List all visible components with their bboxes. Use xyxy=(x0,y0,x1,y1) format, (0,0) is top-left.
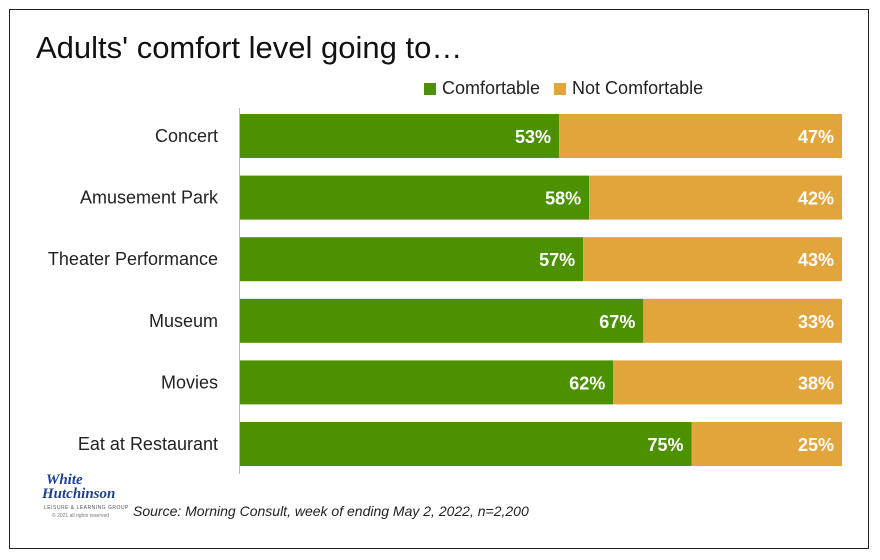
chart-legend: Comfortable Not Comfortable xyxy=(424,78,717,99)
bar-comfortable-amusement-park xyxy=(240,175,590,220)
category-label-theater-performance: Theater Performance xyxy=(48,249,218,269)
data-label-comfortable-amusement-park: 58% xyxy=(545,189,581,209)
data-label-comfortable-eat-at-restaurant: 75% xyxy=(647,435,683,455)
bar-not-comfortable-movies xyxy=(613,360,842,405)
bar-comfortable-theater-performance xyxy=(240,237,584,282)
data-label-not-comfortable-concert: 47% xyxy=(798,127,834,147)
category-label-museum: Museum xyxy=(149,311,218,331)
bar-not-comfortable-concert xyxy=(559,114,842,158)
data-label-not-comfortable-museum: 33% xyxy=(798,312,834,332)
category-label-amusement-park: Amusement Park xyxy=(80,188,219,208)
legend-item-comfortable: Comfortable xyxy=(424,78,540,99)
bar-not-comfortable-theater-performance xyxy=(583,237,842,282)
legend-item-not-comfortable: Not Comfortable xyxy=(554,78,703,99)
logo-text-line1: White xyxy=(46,472,83,488)
legend-swatch-not-comfortable xyxy=(554,82,567,95)
legend-swatch-comfortable xyxy=(424,82,436,95)
source-note: Source: Morning Consult, week of ending … xyxy=(133,503,529,519)
bar-not-comfortable-eat-at-restaurant xyxy=(691,422,842,466)
data-label-not-comfortable-amusement-park: 42% xyxy=(798,189,834,209)
category-label-movies: Movies xyxy=(161,372,218,392)
legend-label-not-comfortable: Not Comfortable xyxy=(572,78,704,98)
logo-tagline: LEISURE & LEARNING GROUP xyxy=(44,505,129,511)
bar-comfortable-movies xyxy=(240,360,614,405)
category-label-concert: Concert xyxy=(155,126,218,146)
chart-title: Adults' comfort level going to… xyxy=(36,30,463,65)
logo-text-line2: Hutchinson xyxy=(42,486,116,502)
data-label-comfortable-museum: 67% xyxy=(599,312,635,332)
bar-not-comfortable-amusement-park xyxy=(589,175,842,220)
data-label-comfortable-theater-performance: 57% xyxy=(539,250,575,270)
company-logo: White Hutchinson LEISURE & LEARNING GROU… xyxy=(40,472,128,522)
data-label-comfortable-movies: 62% xyxy=(569,373,605,393)
logo-copyright: © 2021 all rights reserved xyxy=(52,513,110,519)
category-label-eat-at-restaurant: Eat at Restaurant xyxy=(78,434,218,454)
data-label-not-comfortable-theater-performance: 43% xyxy=(798,250,834,270)
bar-comfortable-museum xyxy=(240,298,644,343)
bar-comfortable-eat-at-restaurant xyxy=(240,422,692,466)
legend-label-comfortable: Comfortable xyxy=(442,78,541,98)
data-label-not-comfortable-eat-at-restaurant: 25% xyxy=(798,435,834,455)
bar-comfortable-concert xyxy=(240,114,560,158)
data-label-not-comfortable-movies: 38% xyxy=(798,373,834,393)
data-label-comfortable-concert: 53% xyxy=(515,127,551,147)
bar-not-comfortable-museum xyxy=(643,298,842,343)
